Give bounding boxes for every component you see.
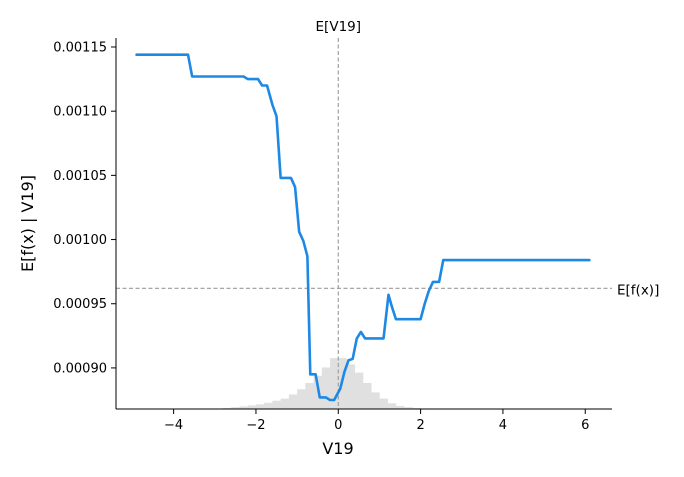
- series-line-0: [135, 53, 591, 402]
- histogram-bar: [280, 398, 290, 409]
- y-tick-label: 0.00095: [53, 297, 107, 312]
- histogram-bar: [354, 372, 364, 409]
- x-tick-label: −4: [164, 418, 183, 433]
- histogram-bar: [412, 407, 421, 409]
- histogram-bar: [330, 358, 339, 409]
- histogram-bar: [272, 400, 281, 409]
- histogram-bar: [395, 405, 405, 409]
- histogram-bar: [404, 407, 413, 409]
- reference-lines: [116, 38, 612, 409]
- y-tick-label: 0.00090: [53, 361, 107, 376]
- y-tick-label: 0.00115: [53, 40, 107, 55]
- histogram-bar: [305, 383, 314, 409]
- y-tick-label: 0.00110: [53, 105, 107, 120]
- histogram-bar: [362, 383, 372, 409]
- x-tick-label: −2: [246, 418, 265, 433]
- x-tick-label: 2: [416, 418, 424, 433]
- expected-prediction-label: E[f(x)]: [617, 282, 659, 298]
- histogram-bar: [223, 407, 232, 409]
- x-tick-label: 0: [334, 418, 342, 433]
- histogram-bar: [264, 402, 273, 409]
- feature-histogram: [214, 358, 430, 409]
- expected-feature-label: E[V19]: [316, 19, 361, 35]
- histogram-bar: [346, 364, 356, 409]
- y-tick-label: 0.00100: [53, 233, 107, 248]
- x-tick-label: 6: [581, 418, 589, 433]
- histogram-bar: [387, 403, 397, 409]
- histogram-bar: [379, 398, 388, 409]
- histogram-bar: [255, 404, 265, 409]
- dependence-series: [135, 53, 591, 402]
- histogram-bar: [371, 392, 380, 409]
- histogram-bar: [239, 406, 249, 409]
- histogram-bar: [288, 394, 298, 409]
- histogram-bar: [321, 367, 331, 409]
- y-tick-label: 0.00105: [53, 169, 107, 184]
- histogram-bar: [231, 407, 240, 409]
- chart-text: −4 −2 0 2 4 6 0.00090 0.00095 0.00100 0.00105 0.00…: [18, 19, 659, 458]
- y-axis-label: E[f(x) | V19]: [18, 175, 37, 272]
- histogram-bar: [297, 389, 306, 409]
- axes: [111, 38, 612, 414]
- x-axis-label: V19: [322, 439, 353, 458]
- x-tick-label: 4: [499, 418, 507, 433]
- histogram-bar: [247, 405, 257, 409]
